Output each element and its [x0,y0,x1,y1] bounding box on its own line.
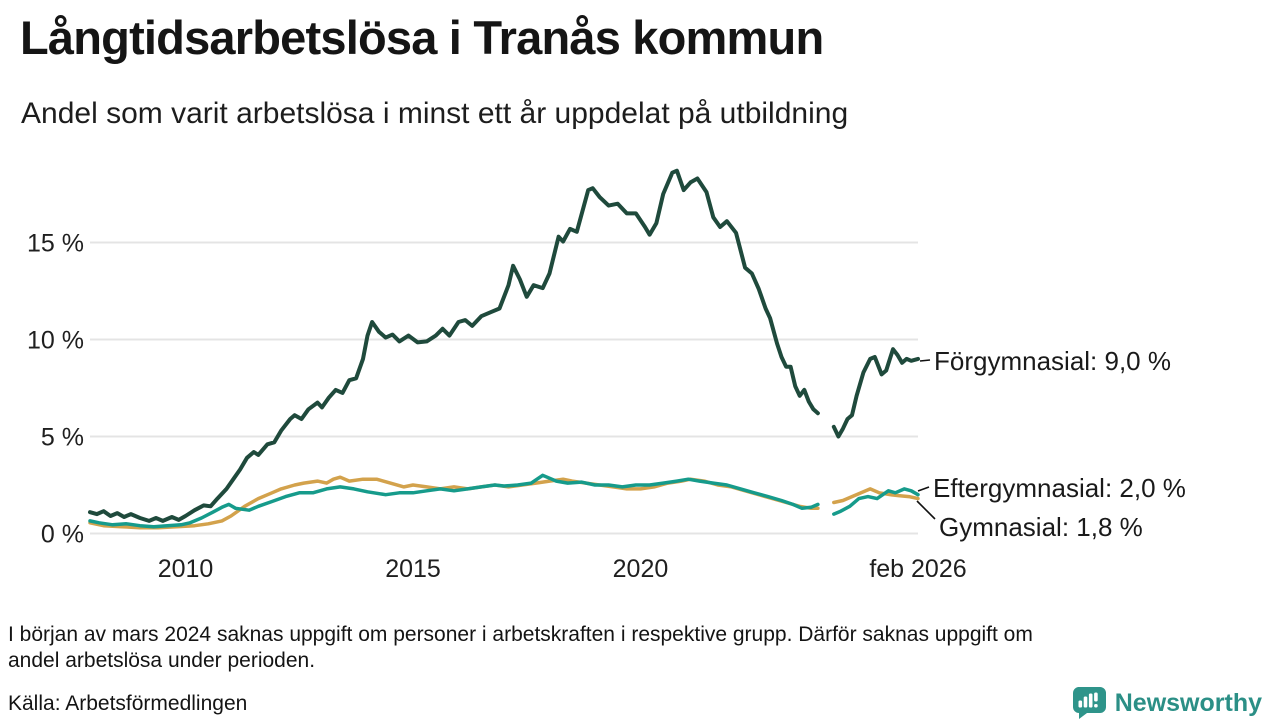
x-tick-label: 2010 [158,555,214,583]
series-line-eftergymnasial [832,487,920,516]
series-end-label: Eftergymnasial: 2,0 % [933,473,1186,503]
page-subtitle: Andel som varit arbetslösa i minst ett å… [21,97,849,130]
series-line-förgymnasial [88,168,820,523]
y-tick-label: 10 % [27,327,84,355]
newsworthy-wordmark: Newsworthy [1114,688,1262,717]
x-tick-label: feb 2026 [869,555,966,583]
newsworthy-logo[interactable]: Newsworthy [1071,686,1262,720]
footnote-line: I början av mars 2024 saknas uppgift om … [8,623,1033,646]
series-end-label: Gymnasial: 1,8 % [939,512,1143,542]
page-title: Långtidsarbetslösa i Tranås kommun [20,11,824,64]
footnote-line: andel arbetslösa under perioden. [8,649,316,672]
label-connector [916,500,936,520]
series-end-label: Förgymnasial: 9,0 % [934,346,1171,376]
footnote: I början av mars 2024 saknas uppgift om … [8,622,1033,674]
series-line-förgymnasial [831,347,920,439]
x-tick-label: 2020 [613,555,669,583]
y-tick-label: 0 % [41,521,84,549]
newsworthy-icon [1072,687,1106,719]
series-line-eftergymnasial [88,473,820,529]
label-connector [919,359,931,362]
series-line-gymnasial [832,487,920,505]
x-tick-label: 2015 [385,555,441,583]
y-tick-label: 5 % [41,424,84,452]
y-tick-label: 15 % [27,230,84,258]
label-connector [917,486,930,492]
source-attribution: Källa: Arbetsförmedlingen [8,692,248,715]
